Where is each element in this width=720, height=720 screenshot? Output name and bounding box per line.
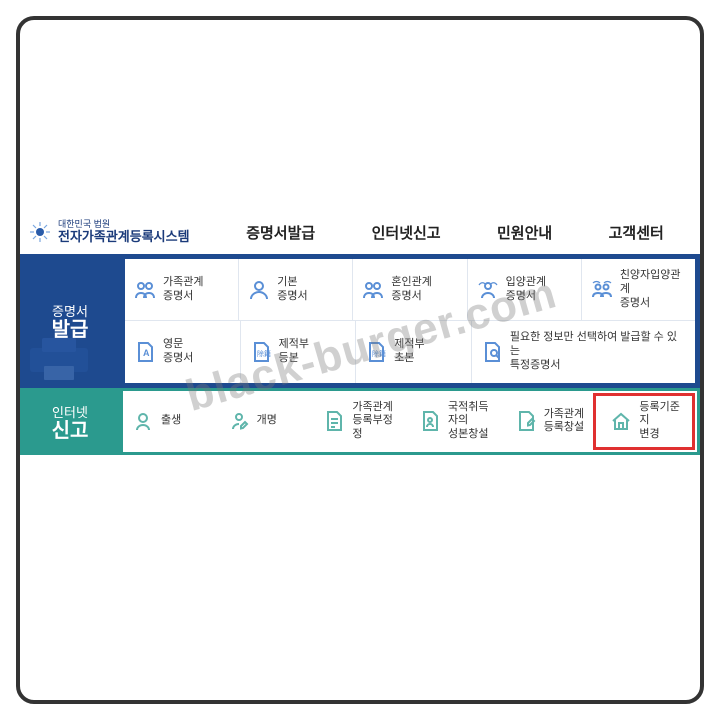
svg-text:A: A bbox=[143, 348, 150, 358]
site-logo[interactable]: 대한민국 법원 전자가족관계등록시스템 bbox=[28, 220, 218, 244]
report-register-creation[interactable]: 가족관계등록창설 bbox=[506, 391, 602, 452]
document-search-icon bbox=[480, 340, 504, 364]
nav-customer-center[interactable]: 고객센터 bbox=[609, 222, 664, 243]
rename-icon bbox=[227, 409, 251, 433]
cert-removed-abstract[interactable]: 除籍 제적부초본 bbox=[355, 321, 471, 382]
cert-adoption[interactable]: 입양관계증명서 bbox=[467, 259, 581, 321]
cert-marriage[interactable]: 혼인관계증명서 bbox=[352, 259, 466, 321]
report-name-change[interactable]: 개명 bbox=[219, 391, 315, 452]
report-address-change[interactable]: 등록기준지변경 bbox=[601, 391, 697, 452]
cert-full-adoption[interactable]: 친양자입양관계증명서 bbox=[581, 259, 695, 321]
main-nav: 증명서발급 인터넷신고 민원안내 고객센터 bbox=[218, 222, 692, 243]
document-a-icon: A bbox=[133, 340, 157, 364]
document-pen-icon bbox=[514, 409, 538, 433]
nav-certificates[interactable]: 증명서발급 bbox=[246, 222, 315, 243]
nav-civil-info[interactable]: 민원안내 bbox=[497, 222, 552, 243]
section-certificate-issue: 증명서 발급 bbox=[20, 254, 700, 388]
people-group-icon bbox=[133, 278, 157, 302]
cert-basic[interactable]: 기본증명서 bbox=[238, 259, 352, 321]
section-online-report: 인터넷 신고 출생 bbox=[20, 388, 700, 455]
section-report-label: 인터넷 신고 bbox=[20, 388, 120, 455]
report-register-correction[interactable]: 가족관계등록부정정 bbox=[314, 391, 410, 452]
document-removed-icon: 除籍 bbox=[249, 340, 273, 364]
report-nationality-surname[interactable]: 국적취득자의성본창설 bbox=[410, 391, 506, 452]
cert-english[interactable]: A 영문증명서 bbox=[125, 321, 240, 382]
logo-title: 전자가족관계등록시스템 bbox=[58, 230, 190, 244]
site-header: 대한민국 법원 전자가족관계등록시스템 증명서발급 인터넷신고 민원안내 고객센… bbox=[20, 220, 700, 254]
document-person-icon bbox=[418, 409, 442, 433]
full-adoption-icon bbox=[590, 278, 614, 302]
adoption-icon bbox=[476, 278, 500, 302]
baby-icon bbox=[131, 409, 155, 433]
document-lines-icon bbox=[322, 409, 346, 433]
printer-icon bbox=[24, 334, 94, 382]
cert-family-relation[interactable]: 가족관계증명서 bbox=[125, 259, 238, 321]
svg-text:除籍: 除籍 bbox=[372, 349, 386, 358]
cert-specific[interactable]: 필요한 정보만 선택하여 발급할 수 있는특정증명서 bbox=[471, 321, 695, 382]
report-birth[interactable]: 출생 bbox=[123, 391, 219, 452]
document-removed2-icon: 除籍 bbox=[364, 340, 388, 364]
nav-online-report[interactable]: 인터넷신고 bbox=[372, 222, 441, 243]
svg-text:除籍: 除籍 bbox=[257, 349, 271, 358]
house-icon bbox=[609, 409, 633, 433]
couple-icon bbox=[361, 278, 385, 302]
section-certificate-label: 증명서 발급 bbox=[20, 254, 120, 388]
cert-removed-full[interactable]: 除籍 제적부등본 bbox=[240, 321, 356, 382]
person-icon bbox=[247, 278, 271, 302]
court-logo-icon bbox=[28, 220, 52, 244]
